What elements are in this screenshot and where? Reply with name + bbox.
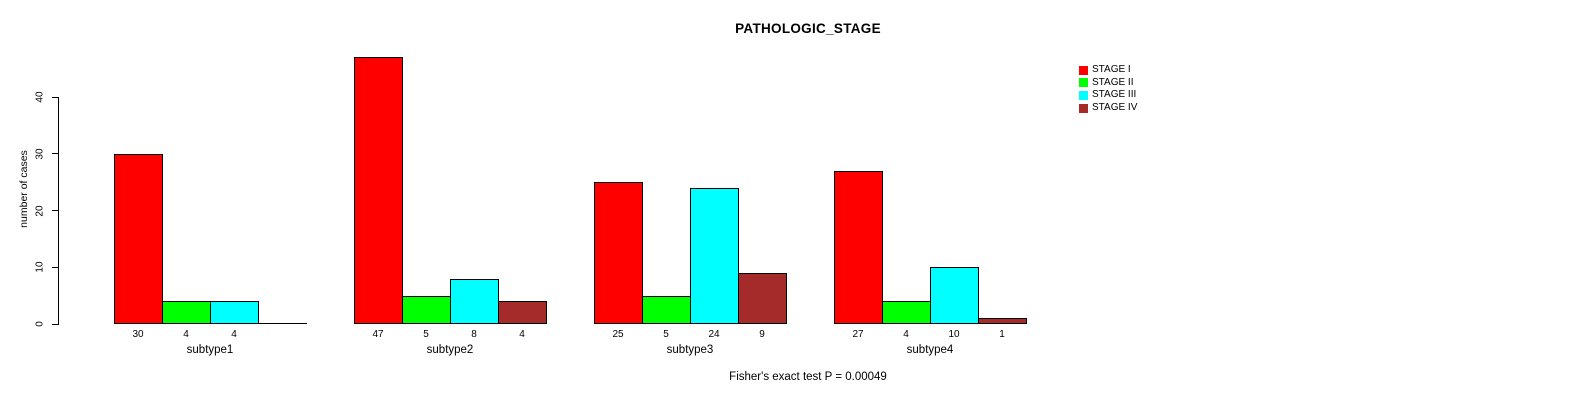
bar-stage-i-subtype1	[114, 153, 163, 324]
bar-value-label: 27	[852, 329, 864, 340]
bar-value-label: 25	[612, 329, 624, 340]
y-tick	[52, 153, 59, 155]
legend-swatch-stage-ii	[1079, 78, 1088, 88]
bar-value-label: 9	[759, 329, 765, 340]
legend-item: STAGE IV	[1079, 103, 1137, 113]
bar-value-label: 47	[372, 329, 384, 340]
legend-swatch-stage-i	[1079, 65, 1088, 75]
bar-stage-iv-subtype3	[738, 272, 787, 324]
bar-stage-ii-subtype1	[162, 301, 211, 324]
legend-swatch-stage-iv	[1079, 103, 1088, 113]
y-tick	[52, 210, 59, 211]
legend-label: STAGE II	[1092, 76, 1134, 88]
bar-stage-iii-subtype1	[210, 301, 259, 324]
bar-stage-iv-subtype4	[978, 318, 1027, 324]
y-tick-label: 10	[34, 261, 46, 273]
bar-stage-iii-subtype2	[450, 278, 499, 324]
bar-stage-ii-subtype2	[402, 295, 451, 324]
category-label: subtype2	[426, 344, 474, 356]
bar-stage-i-subtype2	[354, 57, 403, 324]
bar-stage-i-subtype4	[834, 170, 883, 324]
category-label: subtype1	[186, 344, 234, 356]
category-label: subtype3	[666, 344, 714, 356]
legend-item: STAGE I	[1079, 65, 1131, 75]
bar-stage-iii-subtype3	[690, 187, 739, 324]
legend-item: STAGE III	[1079, 90, 1136, 100]
legend-label: STAGE III	[1092, 89, 1137, 101]
y-tick-label: 20	[34, 204, 46, 217]
bar-stage-ii-subtype4	[882, 301, 931, 324]
bar-value-label: 10	[948, 329, 960, 340]
category-label: subtype4	[906, 344, 954, 356]
y-tick	[52, 323, 59, 325]
bar-value-label: 4	[183, 329, 189, 340]
bar-stage-ii-subtype3	[642, 295, 691, 324]
bar-value-label: 1	[999, 329, 1005, 340]
legend-label: STAGE IV	[1092, 102, 1138, 114]
fisher-test-label: Fisher's exact test P = 0.00049	[729, 371, 887, 383]
bar-value-label: 4	[903, 329, 909, 340]
bar-value-label: 4	[231, 329, 237, 340]
bar-value-label: 24	[708, 329, 720, 340]
bar-stage-iii-subtype4	[930, 267, 979, 324]
legend-label: STAGE I	[1092, 64, 1131, 75]
bar-stage-iv-subtype2	[498, 301, 547, 324]
legend-swatch-stage-iii	[1079, 90, 1088, 100]
y-tick-label: 30	[34, 148, 46, 160]
legend-item: STAGE II	[1079, 76, 1134, 88]
y-tick-label: 0	[34, 321, 46, 327]
bar-value-label: 5	[663, 329, 669, 340]
bar-stage-i-subtype3	[594, 182, 643, 324]
bar-value-label: 30	[132, 329, 144, 340]
bar-value-label: 5	[423, 329, 429, 340]
y-tick	[52, 96, 59, 98]
y-tick	[52, 266, 59, 268]
chart-title: PATHOLOGIC_STAGE	[735, 21, 881, 36]
y-axis-label: number of cases	[18, 150, 30, 228]
bar-value-label: 4	[519, 329, 525, 340]
y-tick-label: 40	[34, 91, 46, 103]
bar-value-label: 8	[471, 329, 477, 340]
